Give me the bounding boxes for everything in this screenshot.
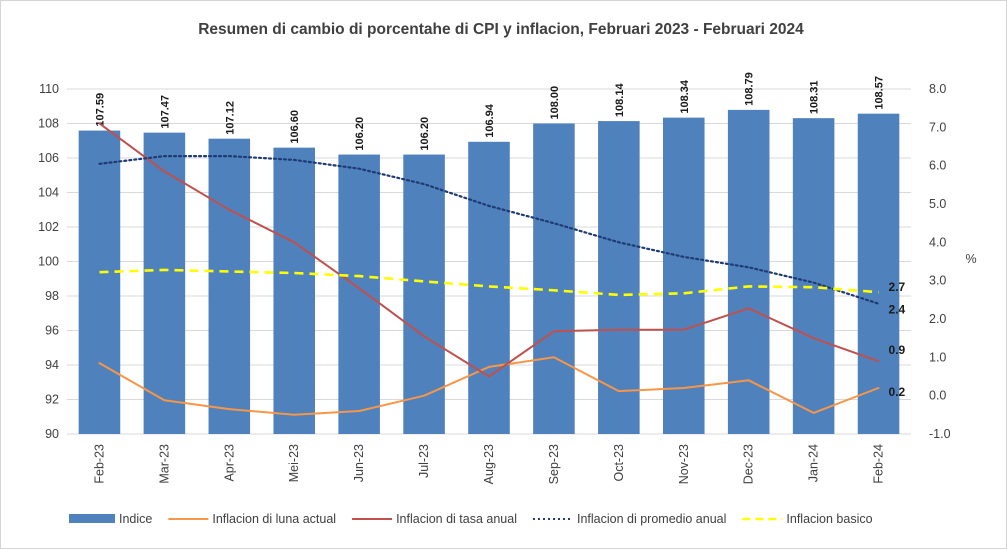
legend: Indice Inflacion di luna actual Inflacion … <box>69 512 873 526</box>
bar <box>598 121 640 435</box>
left-axis-ticks: 90 92 94 96 98 100 102 104 106 108 110 <box>38 82 59 441</box>
legend-label: Indice <box>119 512 152 526</box>
series-end-label: 2.4 <box>889 303 906 317</box>
left-tick-label: 110 <box>39 82 59 96</box>
left-tick-label: 92 <box>45 393 59 407</box>
left-tick-label: 96 <box>45 324 59 338</box>
bar <box>143 132 186 434</box>
bar-data-label: 106.94 <box>484 103 496 138</box>
legend-swatch <box>69 514 115 523</box>
bar <box>208 138 251 434</box>
x-tick-label: Feb-24 <box>872 444 886 484</box>
legend-label: Inflacion basico <box>786 512 872 526</box>
x-tick-label: Oct-23 <box>612 444 626 482</box>
bar <box>792 118 835 434</box>
series-line <box>99 268 879 297</box>
series-line <box>98 356 880 416</box>
series-end-label: 0.2 <box>889 385 906 399</box>
legend-label: Inflacion di tasa anual <box>396 512 517 526</box>
right-tick-label: 3.0 <box>929 274 946 288</box>
bar <box>403 154 445 435</box>
x-tick-label: Nov-23 <box>677 444 691 484</box>
right-tick-label: 2.0 <box>929 312 946 326</box>
right-tick-label: 0.0 <box>929 389 946 403</box>
x-tick-label: Jan-24 <box>807 444 821 482</box>
bar-data-labels: 107.59 107.47 107.12 106.60 106.20 106.20 106.… <box>94 72 885 150</box>
left-tick-label: 98 <box>45 289 59 303</box>
right-tick-label: -1.0 <box>929 427 951 441</box>
bar-data-label: 108.79 <box>744 72 756 106</box>
bar-data-label: 107.12 <box>224 101 236 135</box>
right-tick-label: 6.0 <box>929 159 946 173</box>
x-tick-label: Jul-23 <box>417 444 431 478</box>
bar <box>338 154 380 435</box>
series-line <box>98 122 880 378</box>
legend-label: Inflacion di promedio anual <box>577 512 726 526</box>
bar-data-label: 106.20 <box>354 117 366 151</box>
series-end-label: 2.7 <box>889 280 906 294</box>
left-tick-label: 90 <box>45 427 59 441</box>
left-tick-label: 94 <box>45 358 59 372</box>
x-tick-label: Mar-23 <box>157 444 171 484</box>
legend-label: Inflacion di luna actual <box>212 512 336 526</box>
x-tick-label: Sep-23 <box>547 444 561 484</box>
bar <box>78 130 121 434</box>
line-series <box>98 122 880 416</box>
bar <box>533 123 575 434</box>
left-tick-label: 104 <box>38 186 59 200</box>
bar-data-label: 106.60 <box>289 110 301 144</box>
right-tick-label: 4.0 <box>929 235 946 249</box>
right-tick-label: 5.0 <box>929 197 946 211</box>
series-line <box>98 155 880 305</box>
chart-title: Resumen di cambio di porcentahe di CPI y… <box>198 21 804 38</box>
right-tick-label: 7.0 <box>929 120 946 134</box>
right-axis-ticks: -1.0 0.0 1.0 2.0 3.0 4.0 5.0 6.0 7.0 8.0 <box>929 82 951 441</box>
bar <box>273 147 316 434</box>
right-tick-label: 8.0 <box>929 82 946 96</box>
bar-data-label: 108.57 <box>874 76 886 110</box>
bar <box>662 117 705 434</box>
bar-data-label: 108.31 <box>809 80 821 114</box>
bar-data-label: 106.20 <box>419 117 431 151</box>
left-tick-label: 100 <box>38 255 59 269</box>
left-tick-label: 108 <box>38 117 59 131</box>
bar-data-label: 107.59 <box>94 93 106 127</box>
bar-data-label: 108.00 <box>549 86 561 120</box>
line-end-labels: 0.2 0.9 2.4 2.7 <box>889 280 906 399</box>
bar <box>468 141 510 434</box>
x-tick-label: Mei-23 <box>287 444 301 482</box>
right-tick-label: 1.0 <box>929 350 946 364</box>
x-tick-label: Feb-23 <box>92 444 106 484</box>
bar <box>857 113 900 434</box>
right-axis-label: % <box>965 252 976 266</box>
x-tick-label: Aug-23 <box>482 444 496 484</box>
x-tick-label: Apr-23 <box>222 444 236 482</box>
x-tick-label: Dec-23 <box>742 444 756 484</box>
x-axis-ticks: Feb-23 Mar-23 Apr-23 Mei-23 Jun-23 Jul-23 Aug-… <box>92 444 885 484</box>
bar <box>727 109 770 434</box>
bar-series <box>78 109 900 435</box>
bar-data-label: 107.47 <box>159 95 171 129</box>
bar-data-label: 108.14 <box>614 83 626 118</box>
left-tick-label: 106 <box>38 151 59 165</box>
bar-data-label: 108.34 <box>679 79 691 114</box>
x-tick-label: Jun-23 <box>352 444 366 482</box>
series-end-label: 0.9 <box>889 343 906 357</box>
left-tick-label: 102 <box>38 220 59 234</box>
